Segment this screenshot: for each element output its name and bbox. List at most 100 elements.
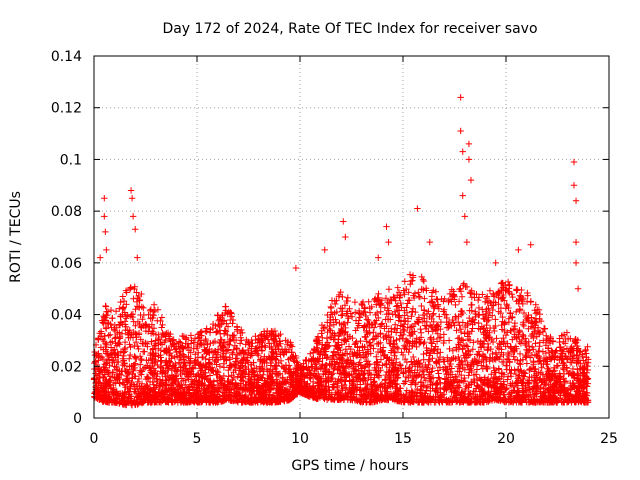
data-point (132, 322, 139, 329)
data-point (524, 379, 531, 386)
data-point (392, 311, 399, 318)
data-point (370, 328, 377, 336)
data-point (279, 374, 286, 381)
data-point (484, 293, 491, 300)
data-point (147, 306, 155, 313)
data-point (104, 308, 112, 315)
data-point (557, 347, 565, 354)
data-point (504, 376, 511, 383)
data-point (433, 359, 440, 366)
data-point (469, 325, 476, 332)
data-point (497, 280, 505, 287)
data-point (396, 361, 403, 368)
data-point (353, 338, 360, 346)
data-point (101, 367, 109, 375)
data-point (133, 289, 140, 296)
data-point (253, 344, 261, 352)
data-point (158, 379, 165, 386)
data-point (508, 389, 516, 396)
data-point (117, 333, 124, 341)
data-point (277, 330, 284, 338)
data-point (339, 329, 346, 337)
data-point (433, 322, 440, 330)
data-point (530, 385, 537, 392)
data-point (481, 298, 489, 306)
data-point (180, 377, 187, 384)
data-point (131, 364, 138, 372)
data-point (201, 347, 209, 354)
data-point (338, 341, 346, 348)
data-point (390, 337, 397, 345)
data-point (549, 348, 556, 356)
data-point (428, 368, 435, 375)
data-point (421, 295, 428, 302)
data-point (371, 296, 378, 304)
data-point (459, 282, 467, 289)
data-point (490, 364, 497, 372)
data-point (318, 330, 325, 337)
data-point (354, 324, 361, 332)
data-point (111, 327, 119, 335)
data-point (492, 316, 499, 323)
data-point (282, 337, 289, 344)
data-point (495, 345, 503, 352)
data-point (414, 385, 421, 393)
data-point (337, 304, 344, 312)
data-point (364, 361, 372, 369)
data-point (134, 378, 141, 386)
data-point (510, 383, 518, 391)
data-point (432, 380, 440, 388)
data-point (351, 309, 359, 316)
data-point (401, 327, 408, 335)
data-point (484, 347, 491, 354)
data-point (123, 301, 130, 308)
data-point (402, 343, 409, 351)
data-point (408, 367, 416, 374)
data-point (551, 367, 559, 374)
data-point (207, 340, 214, 347)
data-point (224, 331, 231, 339)
data-point (469, 357, 477, 365)
data-point (152, 337, 159, 344)
data-point (172, 340, 180, 347)
data-point (538, 364, 545, 371)
data-point (150, 325, 158, 332)
data-point (151, 307, 159, 314)
data-point (338, 382, 345, 390)
data-point (176, 354, 184, 361)
data-point (342, 346, 350, 353)
data-point (512, 308, 520, 316)
data-point (375, 290, 382, 298)
data-point (400, 287, 407, 294)
data-point (436, 334, 443, 342)
data-point (182, 340, 189, 347)
data-point (355, 367, 362, 374)
data-point (532, 340, 539, 347)
data-point (428, 340, 436, 347)
data-point (356, 359, 363, 366)
data-point (351, 298, 359, 306)
data-point (517, 293, 525, 300)
data-point (429, 311, 437, 319)
data-point (130, 367, 137, 375)
data-point (146, 307, 154, 314)
chart-title: Day 172 of 2024, Rate Of TEC Index for r… (162, 21, 537, 37)
data-point (342, 384, 350, 391)
data-point (409, 305, 417, 312)
data-point (411, 290, 419, 297)
data-point (567, 348, 575, 356)
data-point (383, 323, 390, 330)
data-point (122, 384, 129, 391)
data-point (373, 353, 380, 360)
data-point (553, 362, 560, 370)
data-point (117, 298, 124, 306)
data-point (401, 291, 408, 298)
data-point (318, 364, 325, 371)
data-point (496, 340, 503, 347)
data-point (455, 298, 463, 305)
data-point (523, 353, 530, 360)
data-point (523, 360, 531, 367)
data-point (520, 309, 528, 317)
data-point (422, 325, 430, 333)
data-point (437, 325, 444, 333)
